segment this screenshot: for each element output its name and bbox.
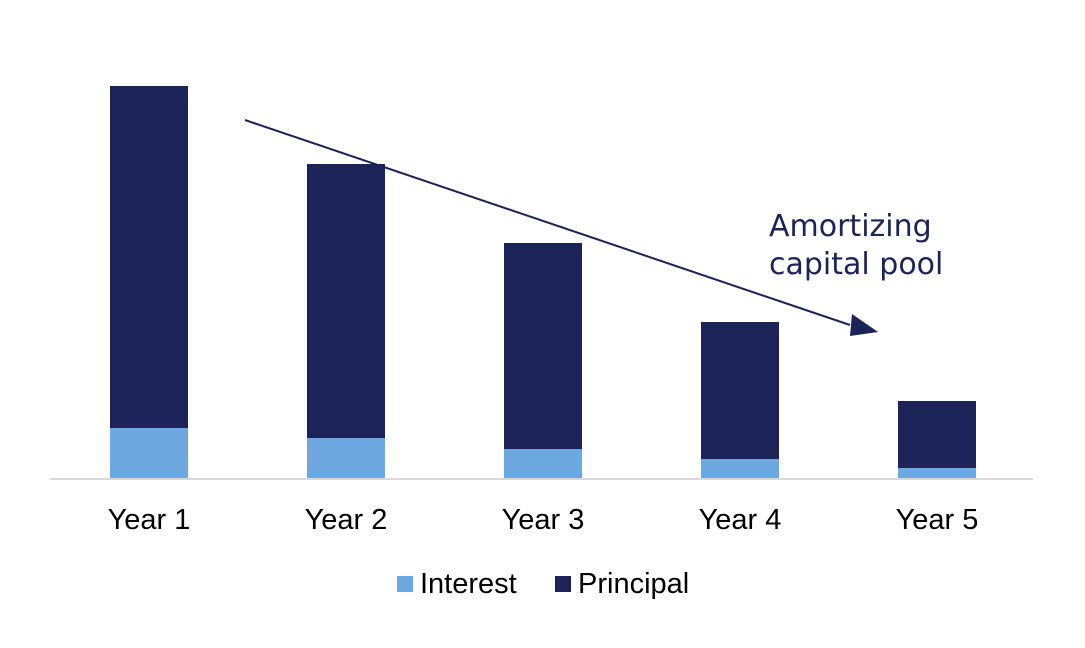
bar-principal-3 (504, 243, 582, 449)
x-tick-labels: Year 1 Year 2 Year 3 Year 4 Year 5 (108, 504, 979, 536)
x-tick-label: Year 2 (305, 504, 388, 536)
trend-arrow (244, 119, 851, 326)
bar-interest-3 (504, 449, 582, 478)
bar-interest-5 (898, 468, 976, 478)
x-tick-label: Year 4 (699, 504, 782, 536)
bar-interest-1 (110, 428, 188, 478)
annotation: Amortizing capital pool (244, 119, 943, 336)
x-tick-label: Year 3 (502, 504, 585, 536)
legend: Interest Principal (397, 568, 689, 600)
legend-label-interest: Interest (420, 568, 517, 600)
annotation-line-1: Amortizing (769, 209, 932, 244)
legend-swatch-principal (555, 576, 571, 592)
bar-principal-1 (110, 86, 188, 428)
bar-principal-2 (307, 164, 385, 438)
bar-interest-2 (307, 438, 385, 478)
legend-swatch-interest (397, 576, 413, 592)
x-tick-label: Year 1 (108, 504, 191, 536)
x-tick-label: Year 5 (896, 504, 979, 536)
bars-layer (110, 86, 976, 478)
legend-label-principal: Principal (578, 568, 689, 600)
annotation-line-2: capital pool (769, 247, 943, 282)
bar-principal-5 (898, 401, 976, 468)
bar-interest-4 (701, 459, 779, 478)
trend-arrowhead (850, 314, 878, 336)
bar-principal-4 (701, 322, 779, 459)
